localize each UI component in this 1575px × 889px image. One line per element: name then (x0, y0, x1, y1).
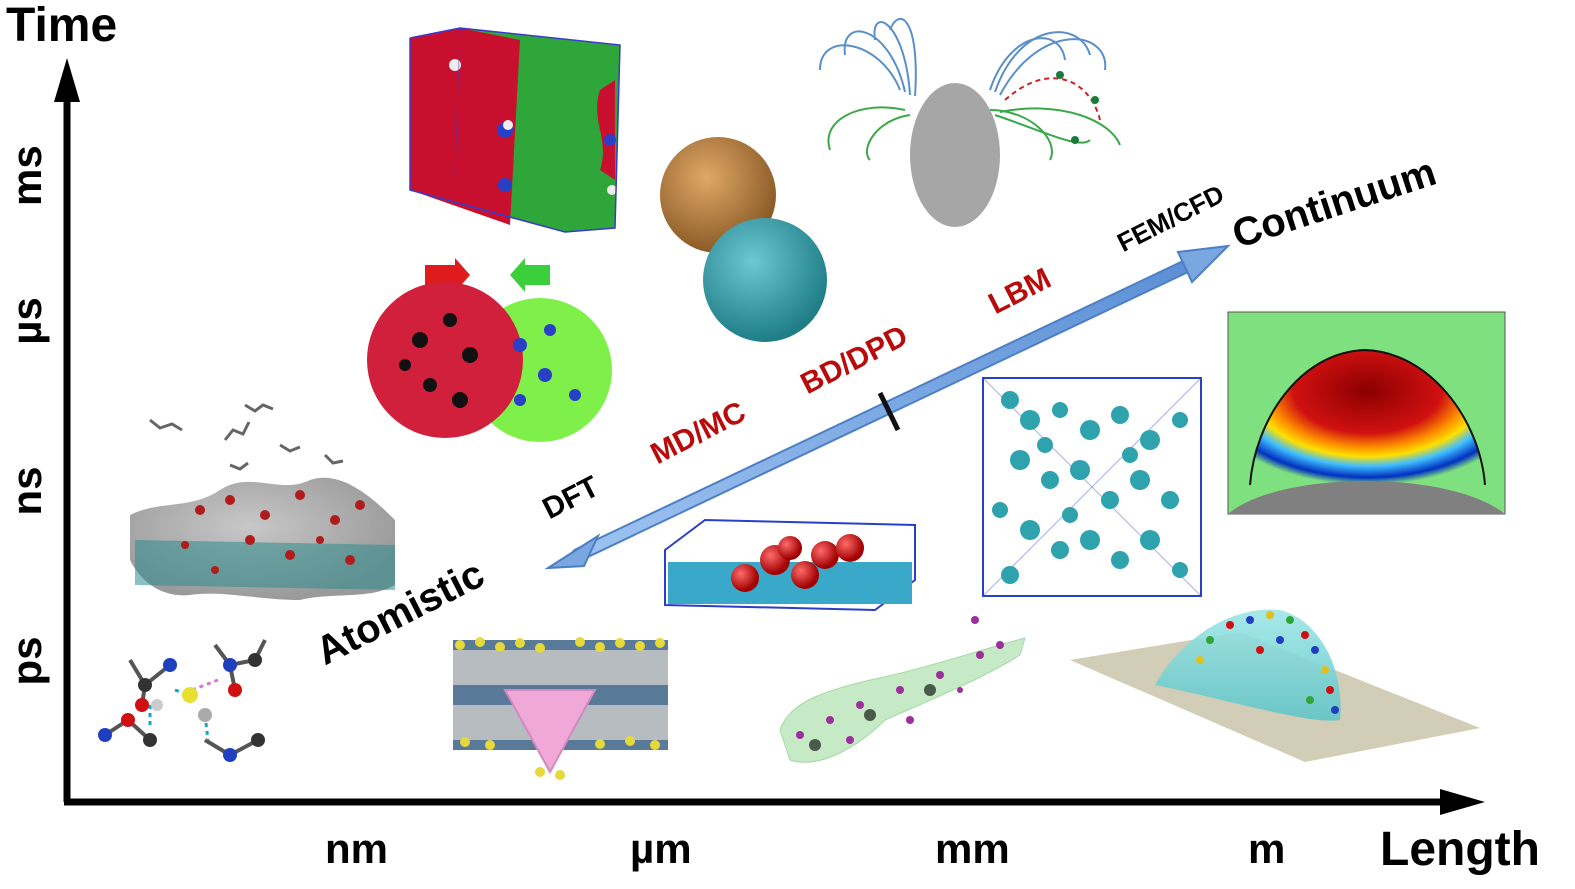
polymer-cube-image (409, 27, 621, 233)
droplet-flow-field-image (1227, 311, 1506, 515)
deforming-cell-image (779, 616, 1026, 763)
bilayer-nanoparticle-image (453, 637, 668, 780)
x-tick-um: µm (630, 825, 692, 872)
left-arrow-icon (510, 258, 550, 292)
scale-divider-tick (877, 391, 901, 432)
particle-box-image (664, 518, 916, 612)
y-tick-ps: ps (3, 636, 50, 686)
lipid-membrane-image (130, 403, 395, 600)
colloid-network-image (982, 377, 1202, 597)
y-tick-ns: ns (3, 466, 50, 516)
cilia-swimmer-image (819, 18, 1121, 227)
scale-arrow (544, 244, 1231, 570)
teal-sphere (703, 218, 827, 342)
x-tick-mm: mm (935, 825, 1010, 872)
micelle-fusion-image (367, 258, 612, 442)
x-axis-arrowhead (1440, 789, 1485, 815)
y-tick-ms: ms (3, 145, 50, 206)
x-axis-title: Length (1380, 823, 1540, 876)
arrow-head-left-icon (544, 533, 601, 570)
axes (54, 58, 1485, 815)
molecular-structures-image (98, 639, 267, 762)
y-tick-us: µs (3, 297, 50, 345)
spreading-droplet-image (1070, 609, 1480, 762)
cell-body (910, 83, 1000, 227)
arrow-head-right-icon (1176, 244, 1231, 284)
colliding-spheres-image (660, 137, 827, 342)
y-axis-title: Time (6, 0, 118, 52)
x-tick-nm: nm (325, 825, 388, 872)
y-axis-arrowhead (54, 58, 80, 102)
x-tick-m: m (1248, 825, 1286, 872)
